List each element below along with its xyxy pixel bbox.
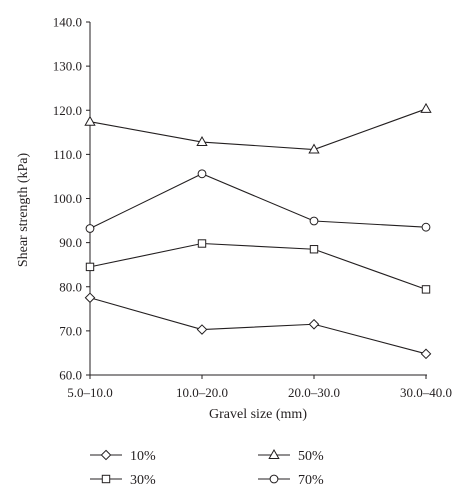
series-line <box>89 173 427 229</box>
data-point <box>421 222 431 232</box>
y-axis: 60.0 70.0 80.0 90.0 100.0 110.0 120.0 130.0 140.… <box>53 15 91 383</box>
y-axis-title: Shear strength (kPa) <box>16 153 31 268</box>
y-tick-label: 80.0 <box>59 279 82 294</box>
x-tick-label: 10.0–20.0 <box>176 385 228 400</box>
series-layer <box>84 102 432 360</box>
x-axis: 5.0–10.0 10.0–20.0 20.0–30.0 30.0–40.0 <box>67 374 452 400</box>
data-point <box>84 292 96 304</box>
y-tick-label: 70.0 <box>59 323 82 338</box>
data-point <box>85 224 95 233</box>
legend-item: 10% <box>90 449 156 464</box>
data-point <box>309 245 319 254</box>
y-tick-label: 60.0 <box>59 368 82 383</box>
y-tick-label: 110.0 <box>53 147 82 162</box>
data-point <box>85 262 95 272</box>
y-tick-label: 120.0 <box>53 103 82 118</box>
data-point <box>196 324 208 335</box>
series-70pct <box>85 169 431 233</box>
data-point <box>420 348 432 360</box>
data-point <box>196 136 208 147</box>
legend-label: 10% <box>130 449 156 464</box>
data-point <box>309 216 319 226</box>
legend-item: 70% <box>258 473 324 488</box>
x-tick-label: 20.0–30.0 <box>288 385 340 400</box>
legend-label: 50% <box>298 449 324 464</box>
series-line <box>89 108 427 151</box>
series-line <box>89 297 427 355</box>
legend-item: 50% <box>258 448 324 464</box>
legend-item: 30% <box>90 473 156 488</box>
series-50pct <box>84 102 432 154</box>
x-tick-label: 30.0–40.0 <box>400 385 452 400</box>
data-point <box>420 102 432 113</box>
x-axis-title: Gravel size (mm) <box>209 407 307 422</box>
data-point <box>308 143 320 154</box>
legend-marker <box>269 474 279 484</box>
series-10pct <box>84 292 432 360</box>
legend-marker <box>101 474 111 484</box>
data-point <box>308 318 320 330</box>
legend-label: 30% <box>130 473 156 488</box>
y-tick-label: 90.0 <box>59 235 82 250</box>
y-tick-label: 140.0 <box>53 15 82 30</box>
y-tick-label: 130.0 <box>53 59 82 74</box>
data-point <box>421 285 431 294</box>
series-30pct <box>85 239 431 294</box>
y-tick-label: 100.0 <box>53 191 82 206</box>
legend: 10% 30% 50% 70% <box>90 448 324 488</box>
data-point <box>197 239 207 248</box>
data-point <box>84 115 96 126</box>
data-point <box>197 169 207 179</box>
legend-marker <box>268 448 280 459</box>
x-tick-label: 5.0–10.0 <box>67 385 113 400</box>
legend-label: 70% <box>298 473 324 488</box>
legend-marker <box>100 449 112 461</box>
series-line <box>89 242 427 290</box>
